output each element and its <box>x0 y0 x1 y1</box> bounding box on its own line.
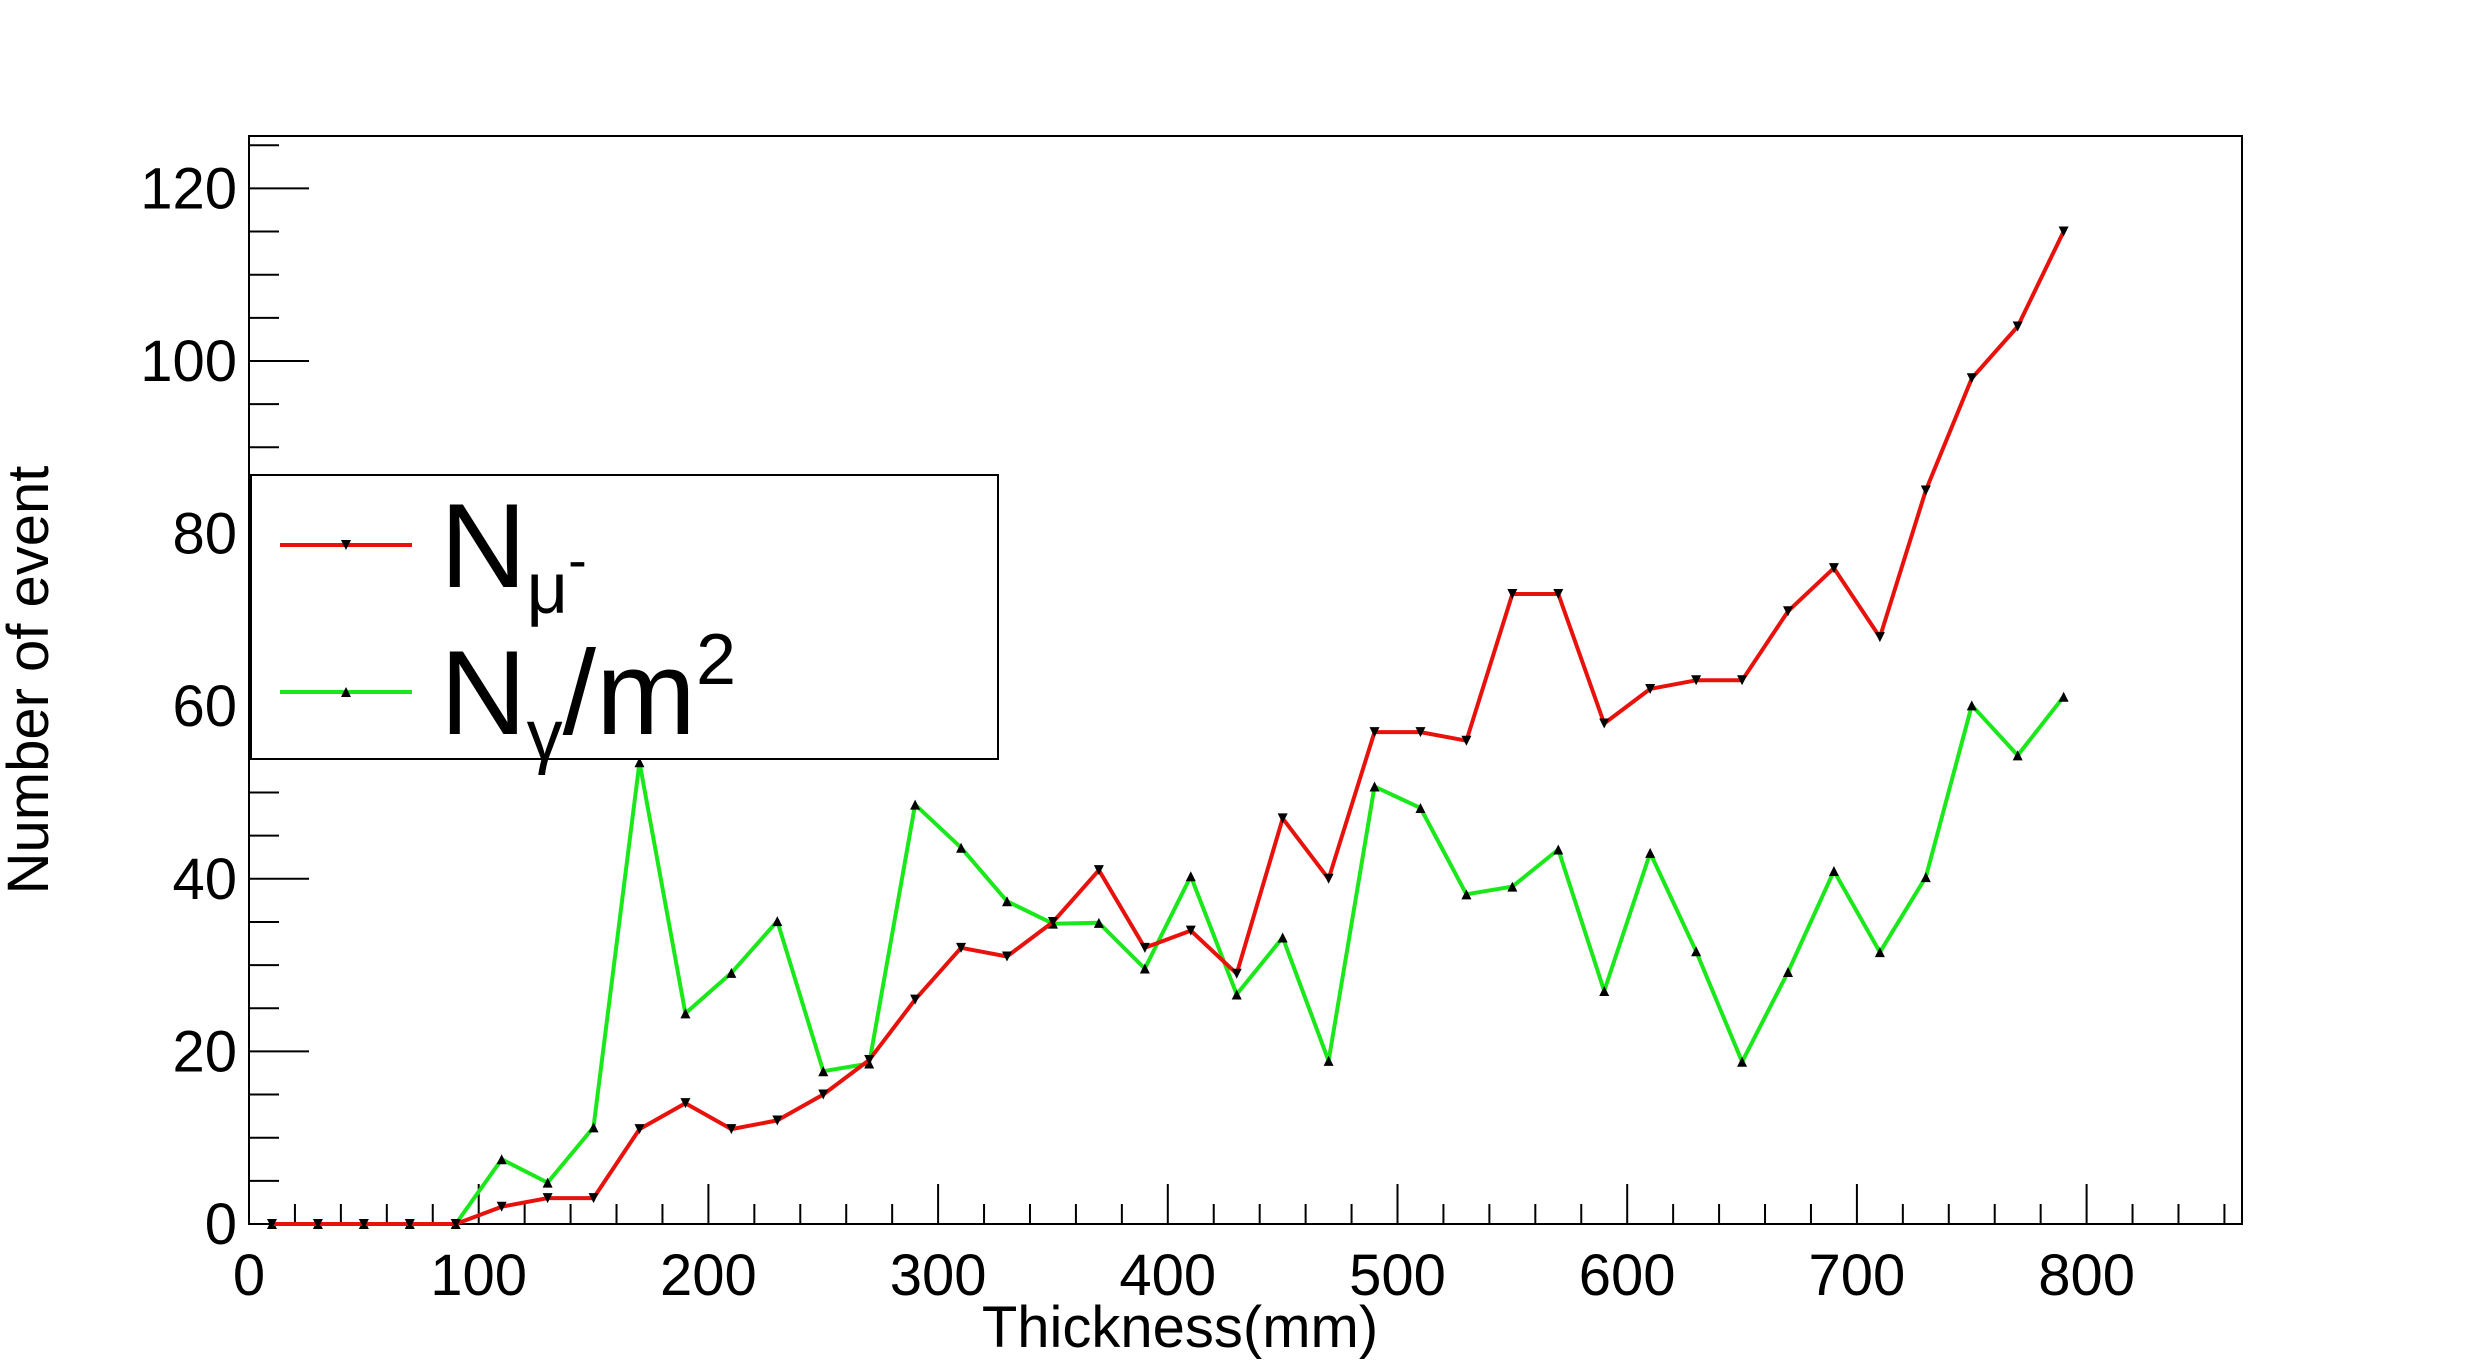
data-point-marker <box>1599 986 1609 996</box>
x-tick-label: 700 <box>1809 1243 1906 1308</box>
data-point-marker <box>1599 718 1609 728</box>
data-point-marker <box>1553 844 1563 854</box>
data-point-marker <box>1645 848 1655 858</box>
x-tick-label: 800 <box>2038 1243 2135 1308</box>
data-point-marker <box>772 916 782 926</box>
data-point-marker <box>1324 1056 1334 1066</box>
x-tick-label: 0 <box>233 1243 265 1308</box>
data-point-marker <box>2059 692 2069 702</box>
x-tick-label: 200 <box>660 1243 757 1308</box>
data-point-marker <box>910 800 920 810</box>
data-point-marker <box>1921 872 1931 882</box>
data-point-marker <box>1278 932 1288 942</box>
data-point-marker <box>1967 700 1977 710</box>
data-point-marker <box>589 1122 599 1132</box>
legend: Nμ-Nγ/m2 <box>251 475 998 776</box>
legend-label: Nγ/m2 <box>440 620 736 776</box>
data-point-marker <box>1232 969 1242 979</box>
x-axis-title: Thickness(mm) <box>982 1295 1378 1360</box>
x-tick-label: 600 <box>1579 1243 1676 1308</box>
y-tick-label: 40 <box>172 847 237 912</box>
y-axis-title: Number of event <box>0 466 61 895</box>
y-tick-label: 80 <box>172 502 237 567</box>
y-tick-label: 0 <box>205 1192 237 1257</box>
x-tick-label: 300 <box>890 1243 987 1308</box>
data-point-marker <box>1921 485 1931 495</box>
y-tick-label: 60 <box>172 674 237 739</box>
y-tick-label: 100 <box>140 329 237 394</box>
data-point-marker <box>1829 866 1839 876</box>
x-tick-label: 100 <box>430 1243 527 1308</box>
y-tick-labels: 0 20 40 60 80 100 120 <box>140 156 237 1257</box>
data-point-marker <box>1324 874 1334 884</box>
y-tick-label: 120 <box>140 156 237 221</box>
data-point-marker <box>1875 632 1885 642</box>
data-point-marker <box>1186 871 1196 881</box>
y-tick-label: 20 <box>172 1019 237 1084</box>
